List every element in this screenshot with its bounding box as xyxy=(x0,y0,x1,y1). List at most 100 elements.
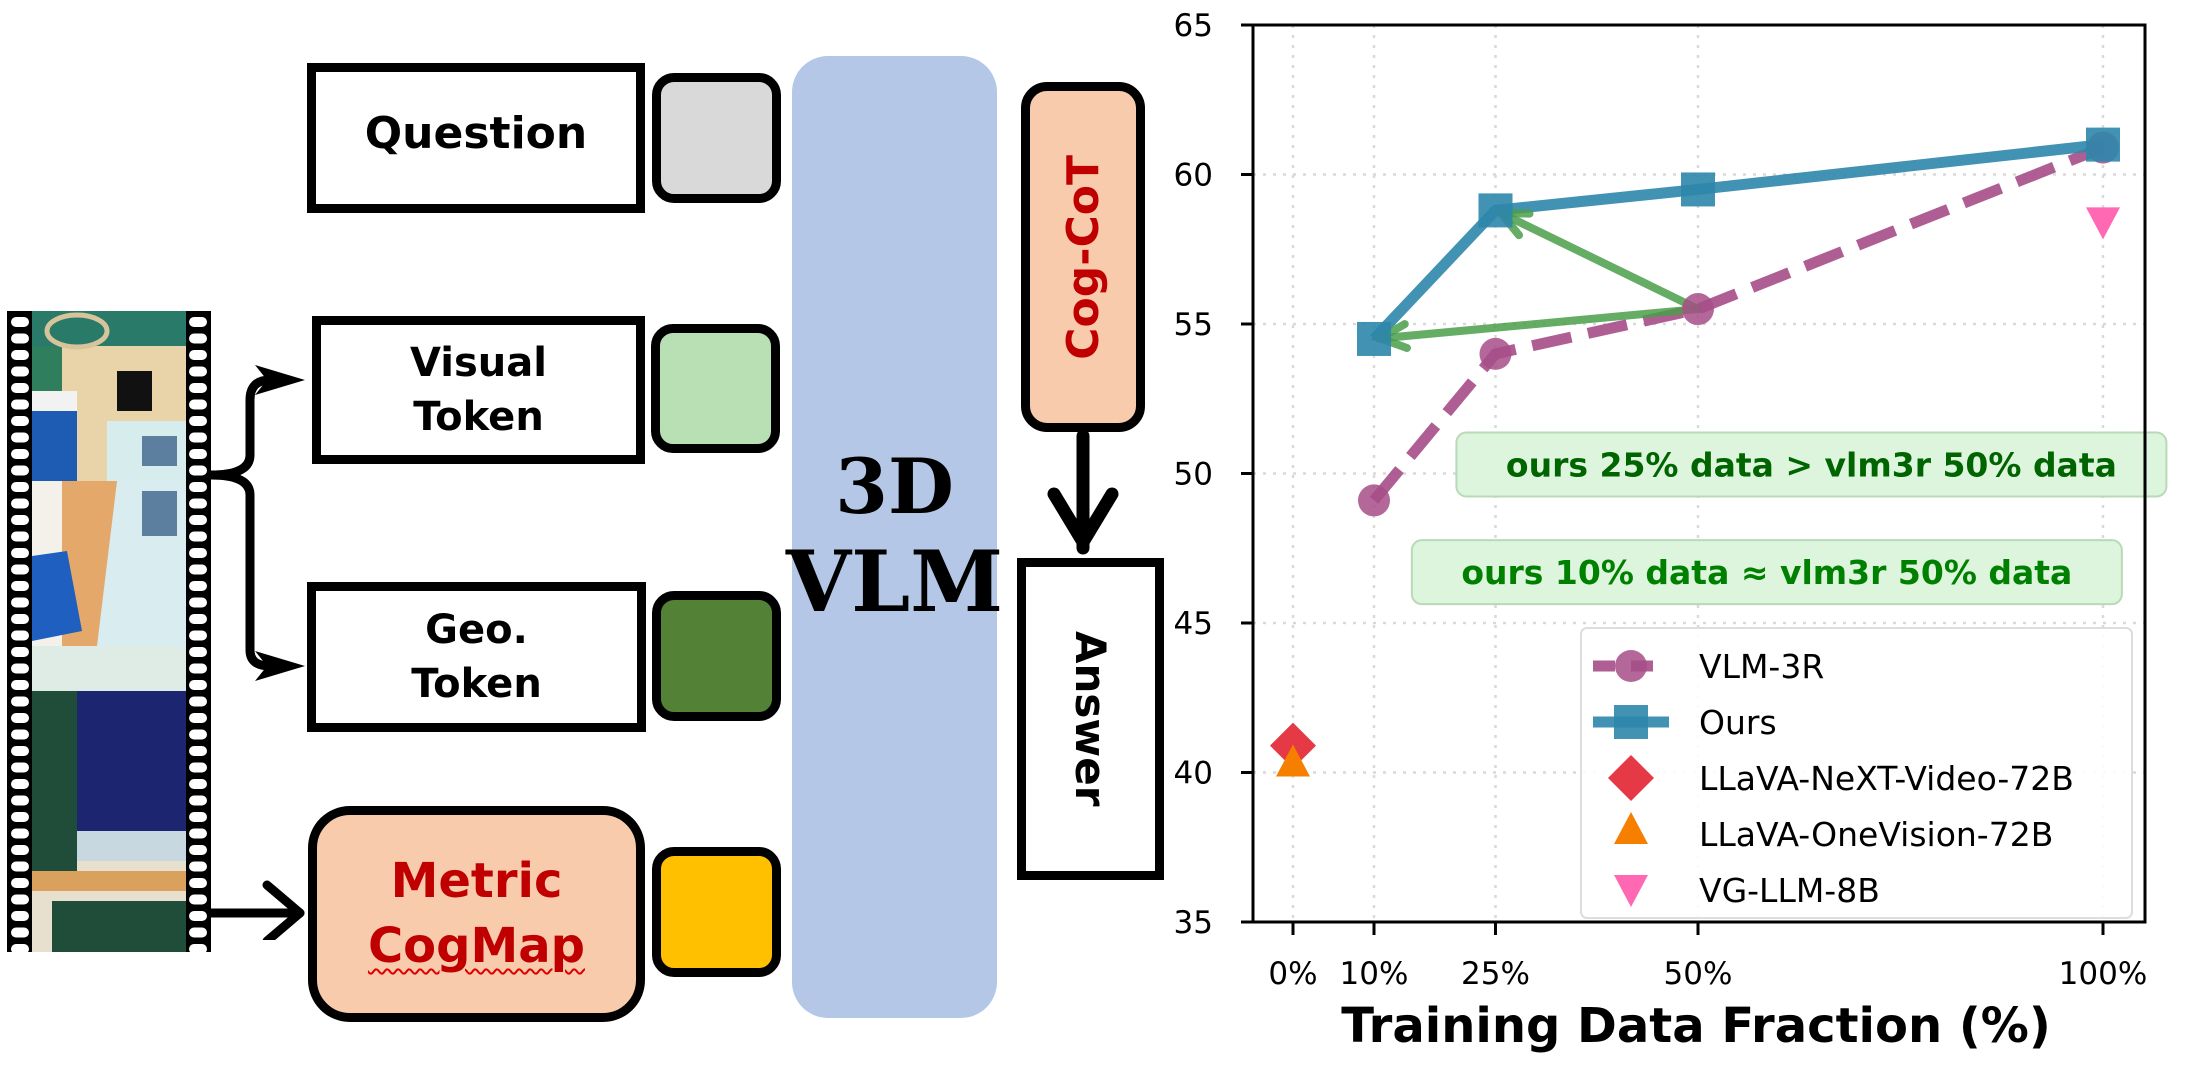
x-tick-label: 100% xyxy=(2059,956,2148,992)
y-tick-label: 45 xyxy=(1174,606,1213,642)
sprocket-hole xyxy=(11,845,29,855)
data-point-llava-onevision-72b xyxy=(1276,744,1310,777)
video-film-strip xyxy=(7,311,211,954)
sprocket-hole xyxy=(11,498,29,509)
sprocket-hole xyxy=(189,465,207,476)
sprocket-hole xyxy=(11,779,29,789)
sprocket-hole xyxy=(11,317,29,327)
y-tick-label: 55 xyxy=(1174,307,1213,343)
sprocket-hole xyxy=(11,482,29,492)
video-frame-3 xyxy=(32,646,186,952)
sprocket-hole xyxy=(189,399,207,410)
question-label: Question xyxy=(364,108,588,160)
sprocket-hole xyxy=(11,647,29,657)
legend-label: LLaVA-NeXT-Video-72B xyxy=(1699,759,2074,798)
sprocket-hole xyxy=(11,894,29,905)
sprocket-hole xyxy=(11,614,29,624)
y-tick-label: 60 xyxy=(1174,158,1213,194)
sprocket-hole xyxy=(11,416,29,426)
metric-cogmap-label-line1: Metric xyxy=(390,853,563,910)
legend-marker-vg-llm-8b xyxy=(1614,875,1648,907)
sprocket-hole xyxy=(189,482,207,492)
film-strip-icon xyxy=(7,311,211,954)
sprocket-hole xyxy=(189,795,207,806)
legend-item-vlm-3r: VLM-3R xyxy=(1593,647,1824,686)
sprocket-hole xyxy=(11,564,29,575)
input-arrows xyxy=(206,365,305,940)
question-token xyxy=(652,73,781,203)
sprocket-hole xyxy=(189,927,207,938)
arrow-head-visual xyxy=(255,365,305,395)
sprocket-hole xyxy=(11,696,29,707)
legend-label: Ours xyxy=(1699,703,1777,742)
brace-lower xyxy=(206,470,275,671)
legend-item-ours: Ours xyxy=(1593,703,1777,742)
sprocket-hole xyxy=(189,812,207,822)
sprocket-hole xyxy=(11,878,29,888)
sprocket-hole xyxy=(189,383,207,393)
sprocket-hole xyxy=(11,449,29,459)
chart-legend: VLM-3R Ours LLaVA-NeXT-Video-72B LLaVA-OneV… xyxy=(1580,627,2133,919)
sprocket-hole xyxy=(11,465,29,476)
sprocket-hole xyxy=(189,597,207,608)
sprocket-hole xyxy=(189,861,207,872)
chart-annotation: ours 25% data > vlm3r 50% data xyxy=(1455,431,2168,498)
chart-annotation: ours 10% data ≈ vlm3r 50% data xyxy=(1410,539,2123,606)
x-axis-title: Training Data Fraction (%) xyxy=(1341,998,2051,1054)
video-frame-2 xyxy=(32,481,186,646)
legend-marker-llava-onevision-72b xyxy=(1614,812,1648,844)
sprocket-hole xyxy=(189,581,207,591)
sprocket-hole xyxy=(11,432,29,443)
sprocket-hole xyxy=(11,548,29,558)
metric-cogmap-box: Metric CogMap xyxy=(308,806,645,1022)
y-tick-label: 65 xyxy=(1174,8,1213,44)
sprocket-hole xyxy=(189,317,207,327)
film-sprocket-holes xyxy=(11,317,207,954)
sprocket-hole xyxy=(189,729,207,740)
sprocket-hole xyxy=(189,746,207,756)
sprocket-hole xyxy=(11,531,29,542)
video-frame-1 xyxy=(32,311,186,481)
vlm-label-line2: VLM xyxy=(785,532,1004,632)
sprocket-hole xyxy=(189,449,207,459)
legend-label: LLaVA-OneVision-72B xyxy=(1699,815,2053,854)
x-tick-label: 10% xyxy=(1340,956,1409,992)
legend-label: VG-LLM-8B xyxy=(1699,871,1880,910)
data-point-ours xyxy=(2086,127,2120,162)
sprocket-hole xyxy=(11,861,29,872)
sprocket-hole xyxy=(11,762,29,773)
sprocket-hole xyxy=(11,795,29,806)
cot-to-answer-arrow xyxy=(1047,430,1119,555)
data-point-vlm-3r xyxy=(1479,337,1512,370)
chart-annotations: ours 25% data > vlm3r 50% data ours 10% d… xyxy=(1410,431,2168,606)
3d-vlm-block: 3D VLM xyxy=(786,56,1003,1018)
sprocket-hole xyxy=(11,399,29,410)
cog-cot-box: Cog-CoT xyxy=(1021,82,1145,432)
data-point-ours xyxy=(1357,321,1391,356)
sprocket-hole xyxy=(189,614,207,624)
legend-marker-vlm-3r xyxy=(1615,650,1647,682)
series-line-ours xyxy=(1370,139,2104,343)
visual-token-label-line2: Token xyxy=(413,394,544,440)
series-line-vlm-3r xyxy=(1369,142,2106,504)
sprocket-hole xyxy=(189,564,207,575)
x-tick-label: 0% xyxy=(1268,956,1317,992)
visual-token-label-line1: Visual xyxy=(410,340,547,386)
data-point-vlm-3r xyxy=(1358,484,1390,517)
sprocket-hole xyxy=(189,696,207,707)
answer-box: Answer xyxy=(1017,558,1164,880)
annotation-text: ours 10% data ≈ vlm3r 50% data xyxy=(1461,553,2072,592)
legend-marker-llava-next-video-72b xyxy=(1608,755,1654,801)
y-tick-label: 35 xyxy=(1174,905,1213,941)
sprocket-hole xyxy=(189,779,207,789)
sprocket-hole xyxy=(11,366,29,377)
sprocket-hole xyxy=(189,944,207,954)
sprocket-hole xyxy=(189,894,207,905)
visual-token-box: Visual Token xyxy=(312,316,645,464)
sprocket-hole xyxy=(189,630,207,641)
question-box: Question xyxy=(307,63,645,213)
legend-label: VLM-3R xyxy=(1699,647,1824,686)
y-tick-label: 40 xyxy=(1174,756,1213,792)
sprocket-hole xyxy=(189,350,207,360)
legend-item-vg-llm-8b: VG-LLM-8B xyxy=(1614,871,1880,910)
